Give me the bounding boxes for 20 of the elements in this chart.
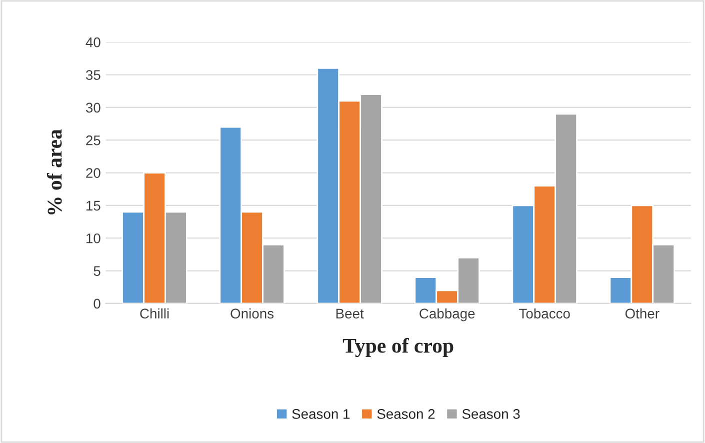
y-tick-label: 30: [86, 102, 100, 113]
y-tick-label: 5: [94, 266, 100, 276]
y-tick-label: 15: [86, 200, 100, 211]
x-tick-label: Beet: [336, 308, 364, 319]
x-tick-label: Chilli: [140, 308, 169, 319]
y-tick-label: 40: [86, 37, 100, 48]
legend-label: Season 2: [377, 409, 435, 419]
legend-label: Season 1: [292, 409, 350, 419]
y-tick-label: 0: [94, 298, 100, 309]
y-tick-label: 35: [86, 70, 100, 80]
legend-label: Season 3: [462, 409, 520, 419]
y-tick-label: 10: [86, 233, 100, 244]
x-axis-title: Type of crop: [342, 338, 454, 358]
y-tick-label: 20: [86, 168, 100, 178]
x-tick-label: Cabbage: [420, 308, 475, 322]
y-axis-title: % of area: [46, 129, 62, 214]
x-tick-label: Other: [625, 308, 660, 319]
y-tick-label: 25: [86, 135, 100, 146]
x-tick-label: Onions: [230, 308, 274, 319]
x-tick-label: Tobacco: [519, 308, 570, 319]
